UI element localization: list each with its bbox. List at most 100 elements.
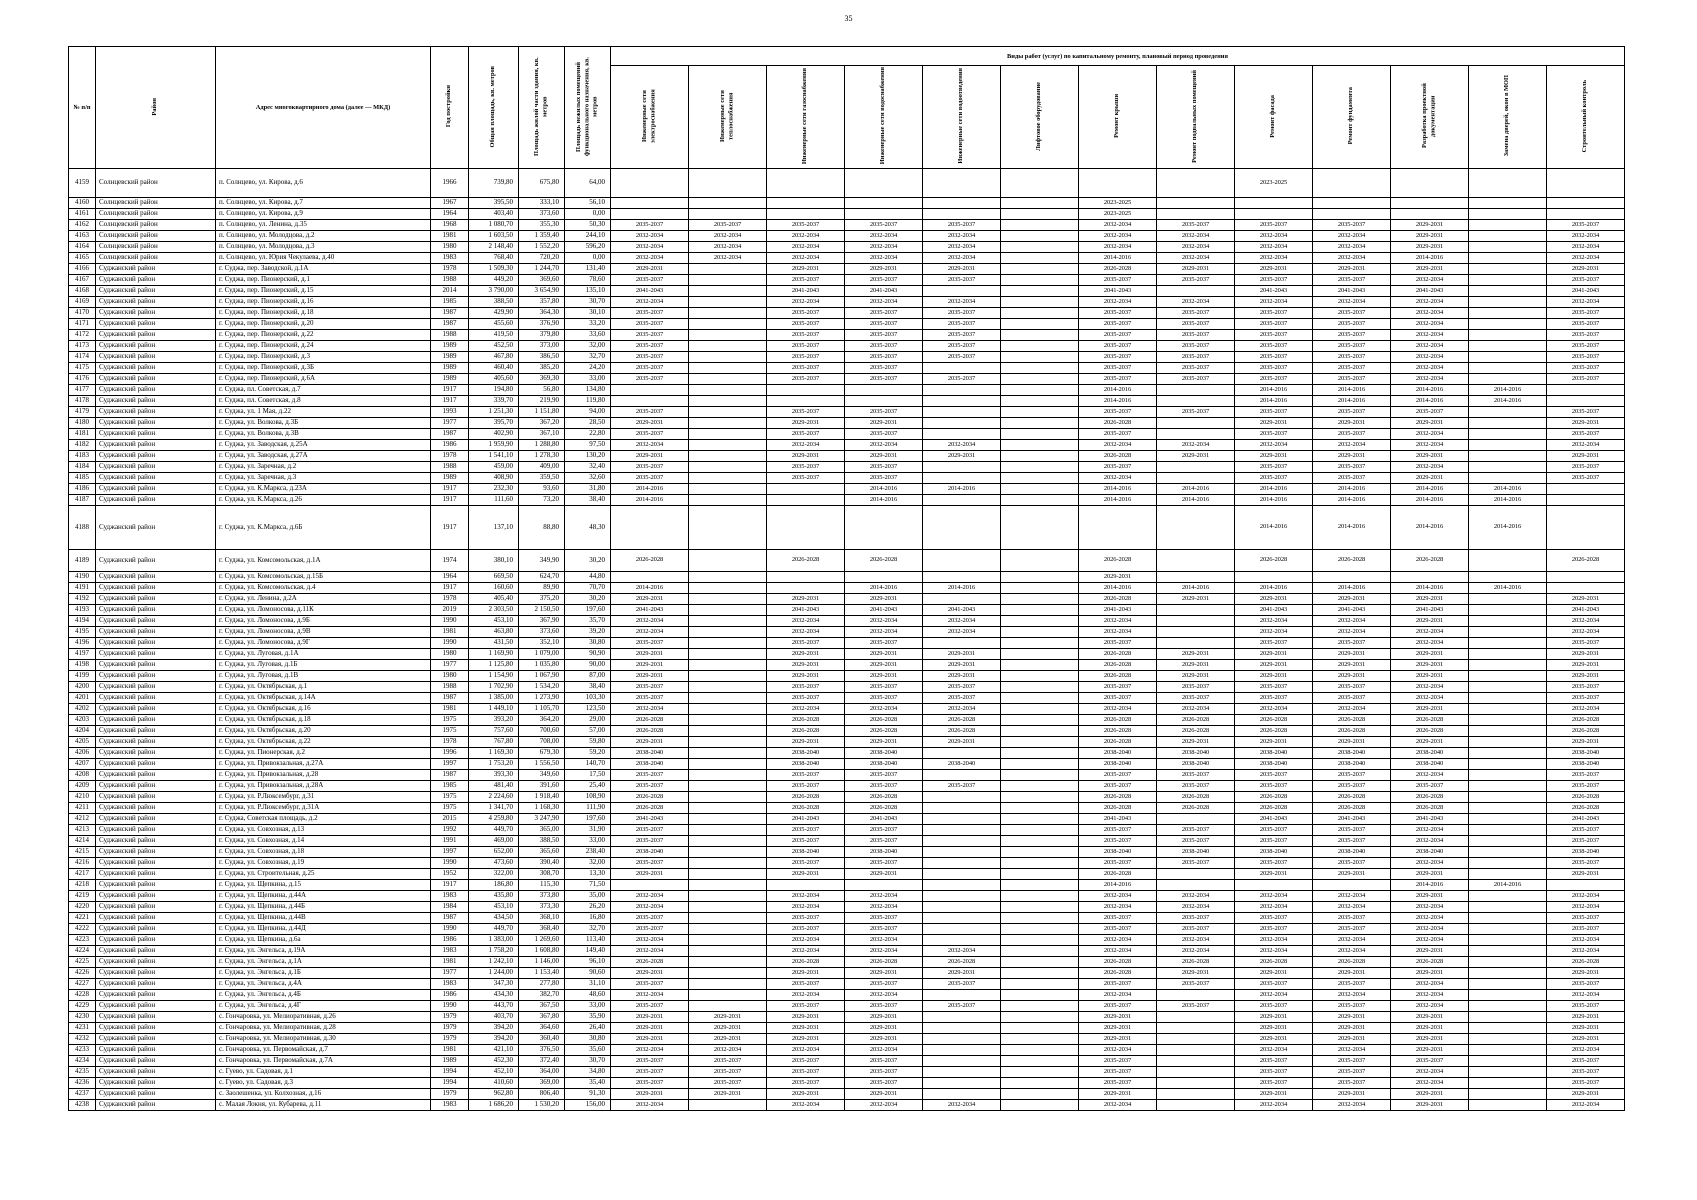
work-period-cell: 2026-2028 — [1312, 802, 1391, 814]
column-header: Строительный контроль — [1546, 65, 1625, 169]
work-period-cell: 2032-2034 — [1078, 219, 1157, 231]
work-period-cell — [1000, 890, 1079, 902]
address-cell: п. Солнцево, ул. Юрия Чекулаева, д.40 — [215, 252, 431, 264]
row-number-cell: 4184 — [68, 461, 96, 473]
nonresidential-area-cell: 71,50 — [564, 879, 611, 891]
district-cell: Суджанский район — [95, 417, 216, 429]
work-period-cell — [1468, 802, 1547, 814]
row-number-cell: 4204 — [68, 725, 96, 737]
work-period-cell — [1312, 208, 1391, 220]
row-number-cell: 4197 — [68, 648, 96, 660]
work-period-cell: 2032-2034 — [844, 989, 923, 1001]
work-period-cell — [688, 168, 767, 198]
address-cell: с. Гуево, ул. Садовая, д.1 — [215, 1066, 431, 1078]
table-row: 4224 Суджанский район г. Суджа, ул. Энгель… — [68, 945, 1625, 957]
year-built-cell: 1988 — [430, 681, 469, 693]
work-period-cell: 2035-2037 — [1234, 329, 1313, 341]
address-cell: г. Суджа, ул. Комсомольская, д.15Б — [215, 571, 431, 583]
work-period-cell: 2032-2034 — [1234, 439, 1313, 451]
district-cell: Суджанский район — [95, 692, 216, 704]
nonresidential-area-cell: 26,20 — [564, 901, 611, 913]
work-period-cell: 2035-2037 — [766, 923, 845, 935]
work-period-cell: 2035-2037 — [1234, 824, 1313, 836]
address-cell: г. Суджа, ул. Комсомольская, д.4 — [215, 582, 431, 594]
work-period-cell — [1156, 813, 1235, 825]
work-period-cell: 2029-2031 — [766, 648, 845, 660]
work-period-cell: 2032-2034 — [766, 296, 845, 308]
district-cell: Суджанский район — [95, 879, 216, 891]
address-cell: г. Суджа, пл. Советская, д.7 — [215, 384, 431, 396]
total-area-cell: 2 303,50 — [468, 604, 519, 616]
work-period-cell: 2029-2031 — [1312, 868, 1391, 880]
work-period-cell: 2035-2037 — [1156, 406, 1235, 418]
work-period-cell: 2035-2037 — [1078, 857, 1157, 869]
work-period-cell — [1546, 582, 1625, 594]
district-cell: Суджанский район — [95, 769, 216, 781]
work-period-cell — [1468, 813, 1547, 825]
table-row: 4221 Суджанский район г. Суджа, ул. Щепкин… — [68, 912, 1625, 924]
address-cell: г. Суджа, ул. Энгельса, д.4А — [215, 978, 431, 990]
residential-area-cell: 1 151,80 — [518, 406, 565, 418]
residential-area-cell: 89,90 — [518, 582, 565, 594]
work-period-cell: 2026-2028 — [922, 725, 1001, 737]
work-period-cell: 2035-2037 — [844, 318, 923, 330]
nonresidential-area-cell: 91,30 — [564, 1088, 611, 1100]
nonresidential-area-cell: 90,90 — [564, 648, 611, 660]
work-period-cell: 2035-2037 — [688, 1055, 767, 1067]
work-period-cell: 2032-2034 — [1390, 692, 1469, 704]
work-period-cell: 2026-2028 — [766, 791, 845, 803]
work-period-cell — [1000, 978, 1079, 990]
year-built-cell: 1989 — [430, 362, 469, 374]
year-built-cell: 1990 — [430, 637, 469, 649]
work-period-cell: 2026-2028 — [1546, 791, 1625, 803]
total-area-cell: 429,90 — [468, 307, 519, 319]
row-number-cell: 4189 — [68, 549, 96, 572]
work-period-cell: 2032-2034 — [1078, 241, 1157, 253]
table-row: 4170 Суджанский район г. Суджа, пер. Пионе… — [68, 307, 1625, 319]
work-period-cell: 2035-2037 — [1546, 681, 1625, 693]
work-period-cell — [1000, 934, 1079, 946]
work-period-cell — [1156, 428, 1235, 440]
work-period-cell — [688, 824, 767, 836]
year-built-cell: 1978 — [430, 450, 469, 462]
work-period-cell — [1156, 1088, 1235, 1100]
work-period-cell: 2035-2037 — [844, 769, 923, 781]
column-header: Ремонт подвальных помещений — [1156, 65, 1235, 169]
work-period-cell: 2035-2037 — [1546, 340, 1625, 352]
nonresidential-area-cell: 39,20 — [564, 626, 611, 638]
year-built-cell: 1989 — [430, 472, 469, 484]
work-period-cell: 2014-2016 — [1468, 384, 1547, 396]
work-period-cell: 2029-2031 — [1234, 263, 1313, 275]
column-header: Ремонт крыши — [1078, 65, 1157, 169]
table-row: 4180 Суджанский район г. Суджа, ул. Волков… — [68, 417, 1625, 429]
work-period-cell: 2038-2040 — [1390, 846, 1469, 858]
year-built-cell: 1981 — [430, 1044, 469, 1056]
address-cell: г. Суджа, ул. Ленина, д.2А — [215, 593, 431, 605]
year-built-cell: 1990 — [430, 615, 469, 627]
work-period-cell: 2026-2028 — [1078, 714, 1157, 726]
table-row: 4168 Суджанский район г. Суджа, пер. Пионе… — [68, 285, 1625, 297]
table-row: 4211 Суджанский район г. Суджа, ул. Р.Люкс… — [68, 802, 1625, 814]
total-area-cell: 403,40 — [468, 208, 519, 220]
work-period-cell — [922, 868, 1001, 880]
work-period-cell: 2014-2016 — [1078, 395, 1157, 407]
residential-area-cell: 372,40 — [518, 1055, 565, 1067]
work-period-cell: 2035-2037 — [610, 307, 689, 319]
work-period-cell — [1546, 208, 1625, 220]
work-period-cell — [688, 318, 767, 330]
work-period-cell: 2026-2028 — [1312, 956, 1391, 968]
district-cell: Суджанский район — [95, 736, 216, 748]
row-number-cell: 4220 — [68, 901, 96, 913]
district-cell: Суджанский район — [95, 285, 216, 297]
work-period-cell — [1468, 329, 1547, 341]
residential-area-cell: 369,30 — [518, 373, 565, 385]
nonresidential-area-cell: 35,40 — [564, 1077, 611, 1089]
work-period-cell — [766, 494, 845, 506]
work-period-cell: 2014-2016 — [1390, 505, 1469, 550]
work-period-cell — [688, 648, 767, 660]
nonresidential-area-cell: 32,70 — [564, 351, 611, 363]
work-period-cell — [922, 593, 1001, 605]
work-period-cell — [610, 879, 689, 891]
year-built-cell: 1981 — [430, 230, 469, 242]
work-period-cell: 2035-2037 — [610, 1055, 689, 1067]
